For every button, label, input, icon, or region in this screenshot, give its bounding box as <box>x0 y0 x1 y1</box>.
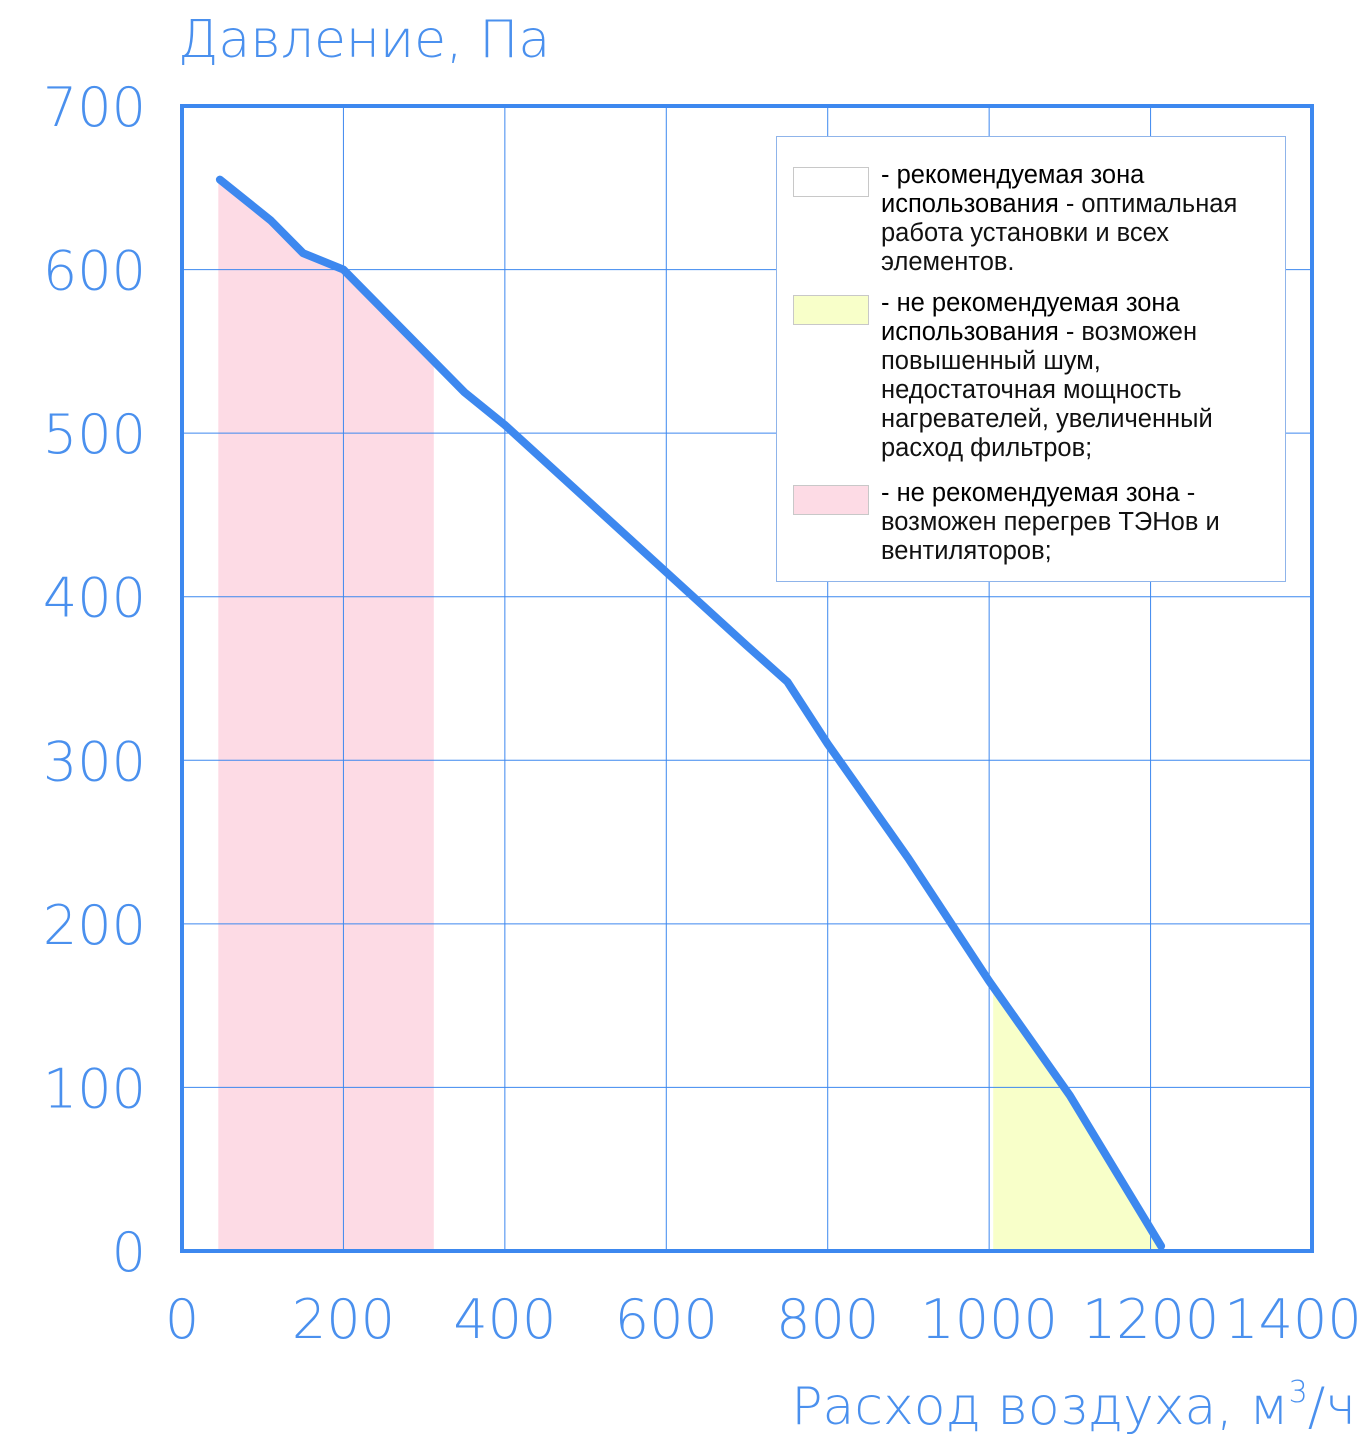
legend: - рекомендуемая зона использования - опт… <box>776 136 1286 582</box>
x-tick-label: 1200 <box>1082 1288 1219 1351</box>
x-axis-label-tail: /ч <box>1308 1377 1356 1437</box>
x-tick-labels: 0 200 400 600 800 1000 1200 1400 <box>165 1288 1362 1351</box>
legend-text: - не рекомендуемая зона использования - … <box>881 289 1275 463</box>
y-tick-label: 400 <box>43 567 146 630</box>
x-tick-label: 1000 <box>920 1288 1057 1351</box>
y-tick-labels: 0 100 200 300 400 500 600 700 <box>43 76 146 1284</box>
y-axis-label: Давление, Па <box>178 10 550 70</box>
legend-text: - рекомендуемая зона использования - опт… <box>881 161 1275 277</box>
plot-frame <box>180 104 1314 1253</box>
legend-lead: - не рекомендуемая зона <box>881 479 1180 507</box>
y-tick-label: 200 <box>43 894 146 957</box>
legend-swatch-yellow <box>793 295 869 325</box>
y-tick-label: 300 <box>43 730 146 793</box>
legend-lead: - не рекомендуемая зона использования <box>881 289 1180 346</box>
legend-desc: - оптимальная работа установки и всех эл… <box>881 190 1238 276</box>
legend-swatch-pink <box>793 485 869 515</box>
x-axis-label-superscript: 3 <box>1289 1375 1308 1410</box>
x-tick-label: 600 <box>615 1288 718 1351</box>
x-axis-label: Расход воздуха, м3/ч <box>791 1375 1356 1437</box>
x-tick-label: 0 <box>165 1288 199 1351</box>
legend-text: - не рекомендуемая зона - возможен перег… <box>881 479 1275 566</box>
y-tick-label: 100 <box>43 1057 146 1120</box>
x-tick-label: 1400 <box>1224 1288 1361 1351</box>
legend-swatch-white <box>793 167 869 197</box>
legend-desc: - возможен повышенный шум, недостаточная… <box>881 318 1213 462</box>
x-tick-label: 400 <box>453 1288 556 1351</box>
curve-layer <box>215 175 1166 1251</box>
x-axis-label-main: Расход воздуха, м <box>791 1377 1288 1437</box>
x-tick-label: 200 <box>292 1288 395 1351</box>
pressure-curve <box>215 175 1166 1251</box>
x-tick-label: 800 <box>776 1288 879 1351</box>
y-tick-label: 0 <box>112 1221 146 1284</box>
y-tick-label: 700 <box>43 76 146 139</box>
y-tick-label: 600 <box>43 240 146 303</box>
legend-lead: - рекомендуемая зона использования <box>881 161 1145 218</box>
y-tick-label: 500 <box>43 403 146 466</box>
legend-desc: - возможен перегрев ТЭНов и вентиляторов… <box>881 479 1220 565</box>
zone-pink <box>218 179 434 1252</box>
